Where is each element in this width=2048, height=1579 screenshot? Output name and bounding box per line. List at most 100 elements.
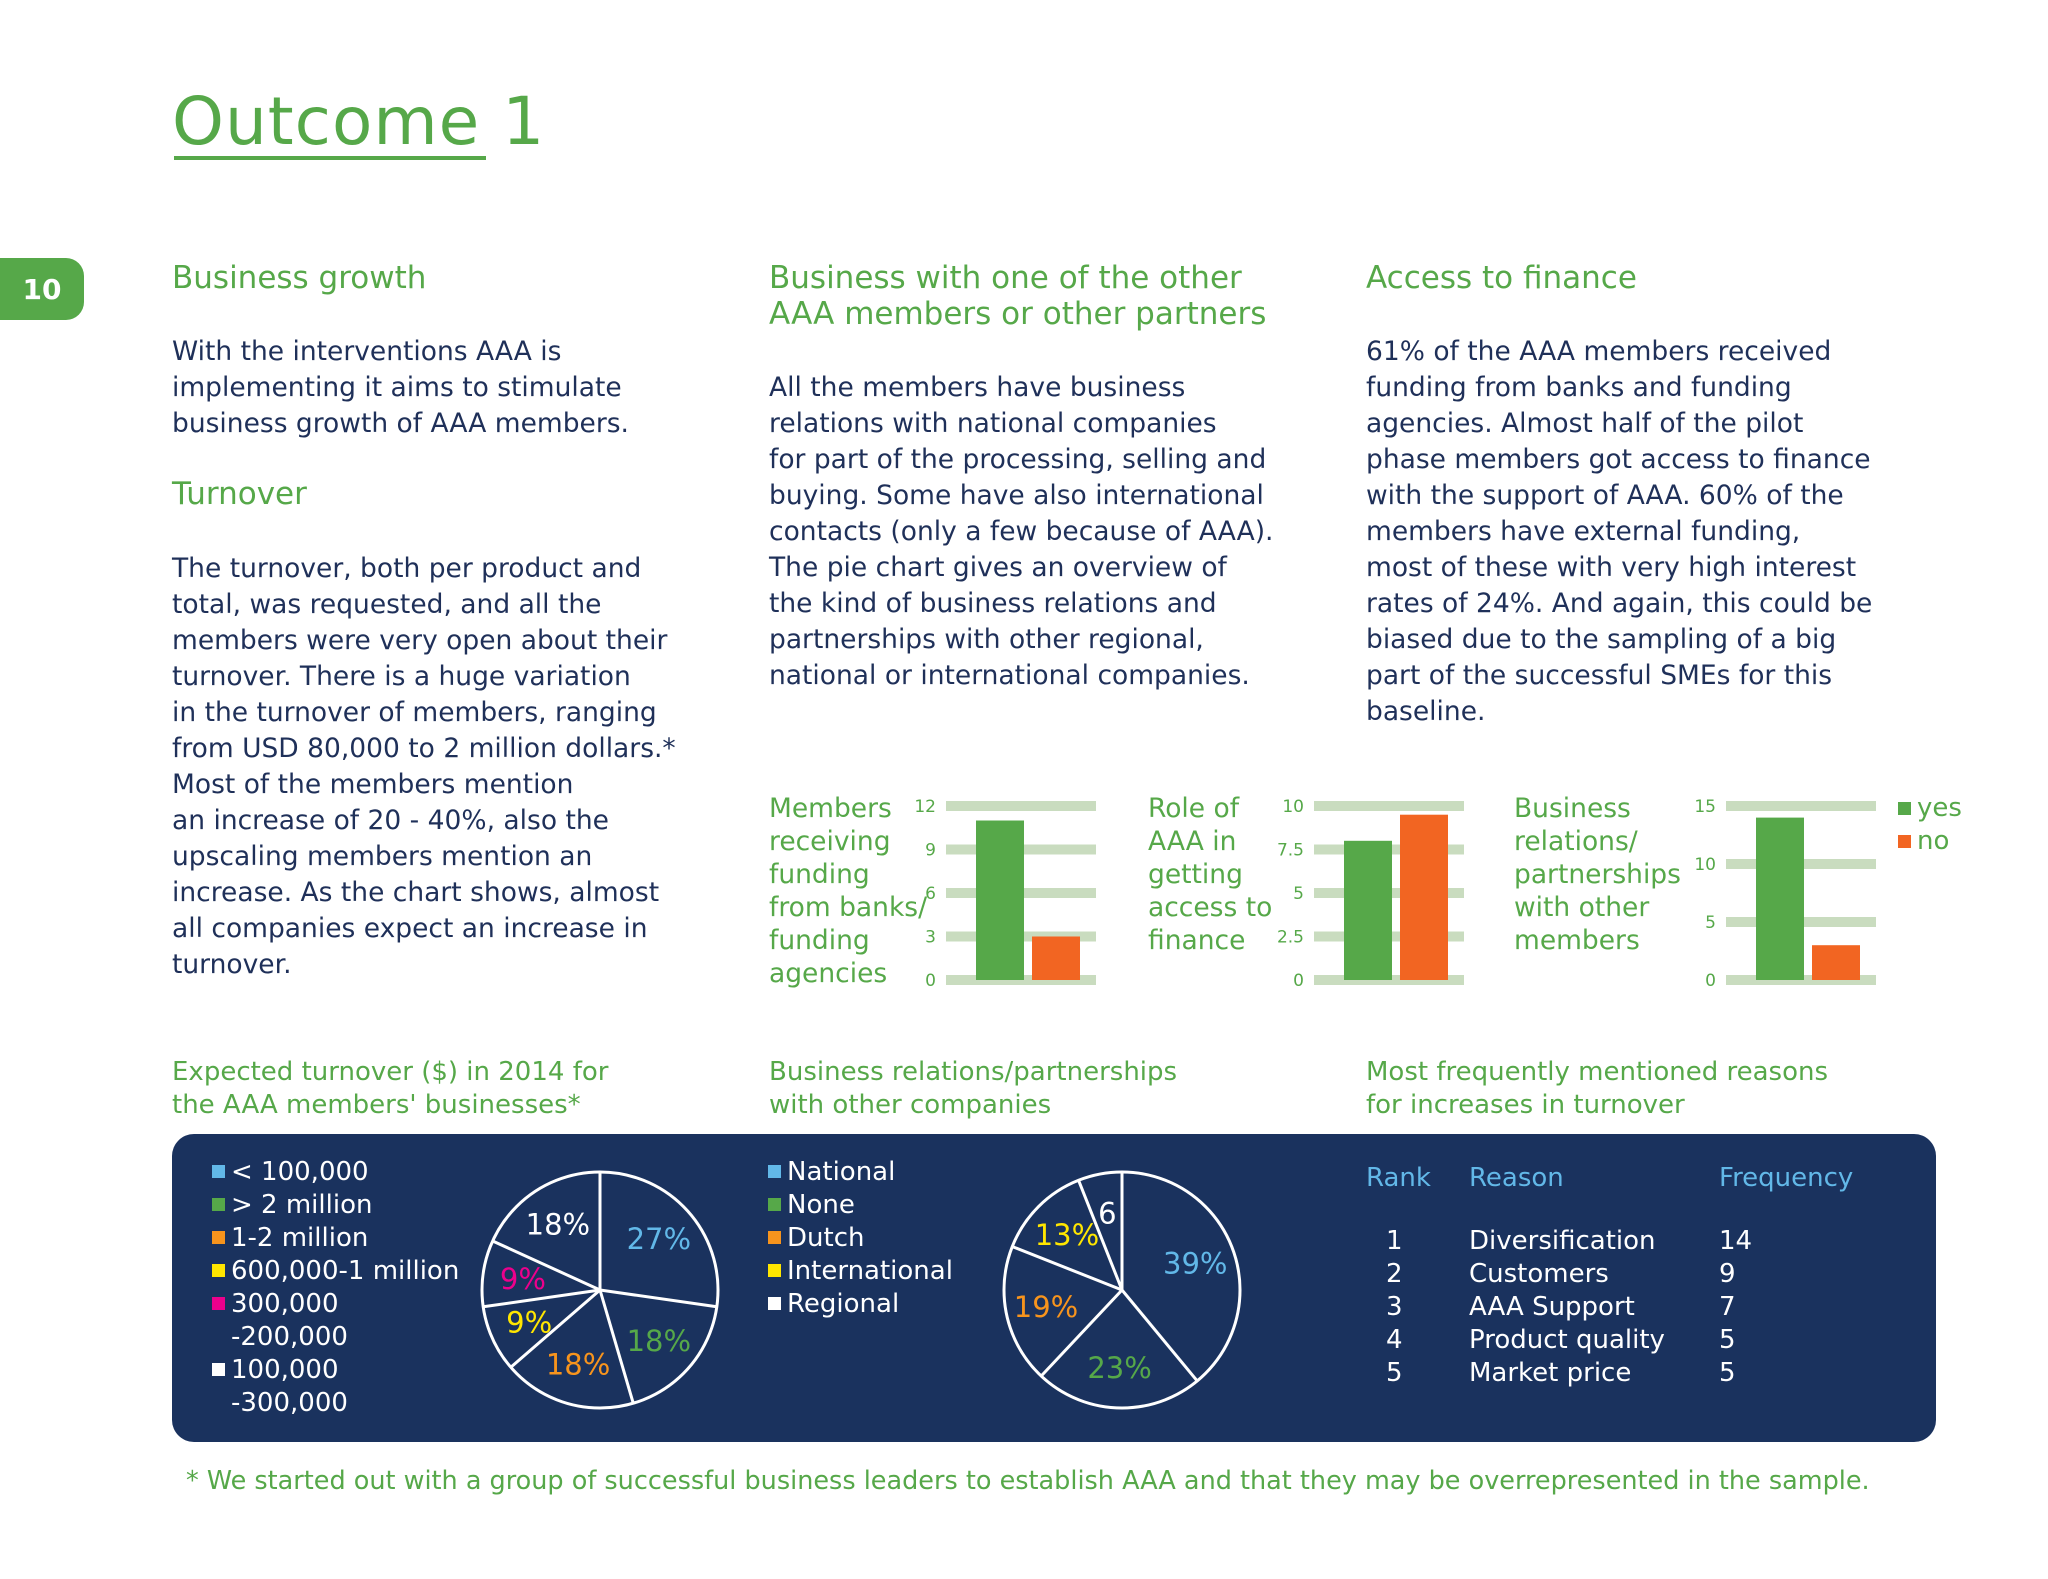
bar-chart-funding: 0 3 6 9 12 (914, 797, 1096, 991)
legend-label: 300,000 (231, 1289, 339, 1319)
tick-label: 9 (925, 841, 936, 861)
bar-chart-partnerships: 0 5 10 15 (1694, 797, 1876, 991)
legend-label: < 100,000 (231, 1157, 369, 1187)
tick-label: 6 (925, 884, 936, 904)
reason-cell: Market price (1469, 1358, 1632, 1388)
legend-yes-swatch (1898, 802, 1911, 815)
legend-item: International (768, 1255, 953, 1288)
rank-cell: 1 (1386, 1226, 1403, 1256)
pie-divider (492, 1239, 601, 1292)
pie-divider (1040, 1288, 1124, 1378)
turnover-pie-legend: < 100,000 > 2 million 1-2 million 600,000-1… (212, 1156, 459, 1420)
relations-pie-chart: 39% 23% 19% 13%6 (1002, 1170, 1242, 1410)
pie-slice-label: 18% (546, 1348, 610, 1382)
legend-item: 300,000 (212, 1288, 459, 1321)
bar-no (1812, 945, 1860, 980)
legend-yes-label: yes (1917, 793, 1962, 823)
tick-label: 15 (1694, 797, 1716, 817)
header-rank: Rank (1366, 1163, 1431, 1193)
legend-label: International (787, 1256, 953, 1286)
header-frequency: Frequency (1719, 1163, 1854, 1193)
frequency-cell: 14 (1719, 1226, 1753, 1256)
bar-yes (976, 820, 1024, 980)
pie-divider (1011, 1245, 1123, 1292)
legend-yes: yes (1898, 792, 1962, 825)
legend-swatch (212, 1297, 225, 1310)
turnover-body: The turnover, both per product and total… (172, 553, 676, 980)
legend-swatch (768, 1165, 781, 1178)
legend-no-swatch (1898, 835, 1911, 848)
legend-swatch (768, 1264, 781, 1277)
bar-chart-3-title: Business relations/ partnerships with ot… (1514, 793, 1681, 956)
rank-cell: 3 (1386, 1292, 1403, 1322)
header-reason: Reason (1469, 1163, 1564, 1193)
legend-swatch (212, 1165, 225, 1178)
page-title: Outcome 1 (172, 83, 546, 160)
reason-cell: Customers (1469, 1259, 1609, 1289)
access-to-finance-body: 61% of the AAA members received funding … (1366, 336, 1873, 727)
pie-slice-label: 23% (1087, 1351, 1151, 1385)
pie-divider (509, 1288, 601, 1369)
legend-label: 100,000 (231, 1355, 339, 1385)
bar-legend: yes no (1898, 792, 1962, 858)
tick-label: 5 (1293, 884, 1304, 904)
legend-item: Dutch (768, 1222, 953, 1255)
reason-cell: AAA Support (1469, 1292, 1635, 1322)
pie-slice-label: 13% (1035, 1218, 1099, 1252)
legend-swatch (212, 1198, 225, 1211)
legend-swatch (212, 1231, 225, 1244)
table-row: 2 Customers 9 (1366, 1258, 1853, 1291)
pie-divider (599, 1288, 718, 1309)
legend-label: 1-2 million (231, 1223, 369, 1253)
legend-item: 600,000-1 million (212, 1255, 459, 1288)
legend-label: Regional (787, 1289, 900, 1319)
legend-no-label: no (1917, 826, 1950, 856)
tick-label: 3 (925, 928, 936, 948)
legend-label: > 2 million (231, 1190, 373, 1220)
reasons-table-body: 1 Diversification 14 2 Customers 9 3 AAA Suppor… (1366, 1225, 1853, 1390)
tick-label: 0 (925, 971, 936, 991)
relations-pie-caption: Business relations/partnerships with oth… (769, 1057, 1178, 1120)
table-row: 3 AAA Support 7 (1366, 1291, 1853, 1324)
frequency-cell: 9 (1719, 1259, 1736, 1289)
bar-chart-aaa-role: 0 2.5 5 7.5 10 (1277, 797, 1464, 991)
legend-swatch (212, 1363, 225, 1376)
pie-divider (1120, 1289, 1199, 1382)
rank-cell: 4 (1386, 1325, 1403, 1355)
business-growth-heading: Business growth (172, 260, 427, 296)
legend-label-continued: -200,000 (231, 1322, 348, 1352)
tick-label: 10 (1694, 855, 1716, 875)
turnover-pie-chart: 27% 18% 18% 9% 9% 18% (480, 1170, 720, 1410)
tick-label: 12 (914, 797, 936, 817)
legend-label: 600,000-1 million (231, 1256, 460, 1286)
turnover-pie-caption: Expected turnover ($) in 2014 for the AA… (172, 1057, 609, 1120)
bar-yes (1756, 817, 1804, 980)
frequency-cell: 5 (1719, 1325, 1736, 1355)
legend-label: Dutch (787, 1223, 865, 1253)
table-row: 5 Market price 5 (1366, 1357, 1853, 1390)
legend-item: > 2 million (212, 1189, 459, 1222)
legend-item: < 100,000 (212, 1156, 459, 1189)
bar-no (1400, 814, 1448, 980)
legend-swatch (768, 1198, 781, 1211)
tick-label: 0 (1293, 971, 1304, 991)
tick-label: 0 (1705, 971, 1716, 991)
business-relations-heading: Business with one of the other AAA membe… (769, 260, 1267, 332)
bar-chart-2-title: Role of AAA in getting access to finance (1148, 793, 1273, 956)
reason-cell: Product quality (1469, 1325, 1665, 1355)
legend-swatch (768, 1297, 781, 1310)
bar-chart-1-title: Members receiving funding from banks/ fu… (769, 793, 928, 989)
frequency-cell: 7 (1719, 1292, 1736, 1322)
turnover-heading: Turnover (172, 476, 307, 512)
pie-divider (598, 1289, 635, 1404)
business-relations-body: All the members have business relations … (769, 372, 1274, 691)
pie-slice-label: 39% (1163, 1247, 1227, 1281)
legend-swatch (212, 1264, 225, 1277)
reasons-table: Rank Reason Frequency 1 Diversification 14… (1366, 1162, 1853, 1390)
legend-label: National (787, 1157, 896, 1187)
gridline (946, 801, 1096, 811)
rank-cell: 5 (1386, 1358, 1403, 1388)
pie-slice-label: 9% (500, 1262, 546, 1296)
table-row: 1 Diversification 14 (1366, 1225, 1853, 1258)
reasons-table-header: Rank Reason Frequency (1366, 1162, 1853, 1195)
